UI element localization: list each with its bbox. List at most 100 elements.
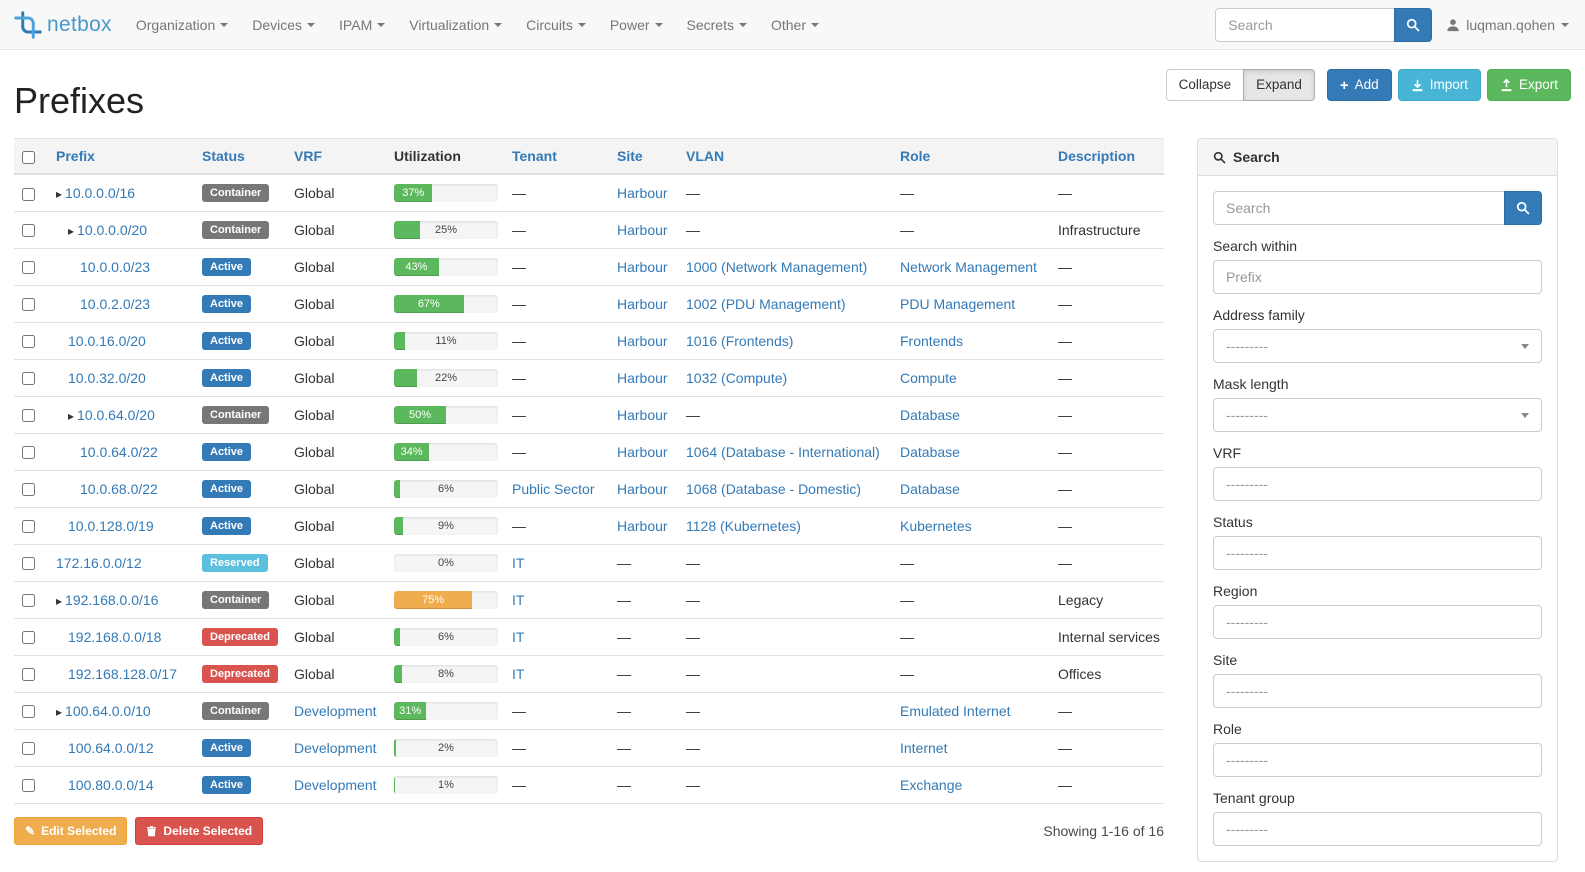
prefix-link[interactable]: 10.0.68.0/22 [80, 480, 158, 497]
site-link[interactable]: Harbour [617, 332, 668, 349]
import-button[interactable]: Import [1397, 69, 1481, 101]
filter-select[interactable]: --------- [1213, 812, 1542, 846]
role-link[interactable]: Emulated Internet [900, 702, 1011, 719]
site-link[interactable]: Harbour [617, 221, 668, 238]
prefix-link[interactable]: 10.0.128.0/19 [68, 517, 154, 534]
vlan-link[interactable]: 1064 (Database - International) [686, 443, 880, 460]
site-link[interactable]: Harbour [617, 480, 668, 497]
row-checkbox[interactable] [22, 335, 35, 349]
delete-selected-button[interactable]: Delete Selected [135, 816, 264, 845]
row-checkbox[interactable] [22, 409, 35, 423]
row-checkbox[interactable] [22, 742, 35, 756]
vlan-link[interactable]: 1000 (Network Management) [686, 258, 868, 275]
prefix-link[interactable]: 10.0.0.0/20 [77, 221, 148, 238]
role-link[interactable]: Exchange [900, 776, 963, 793]
filter-search-input[interactable] [1213, 191, 1505, 225]
site-link[interactable]: Harbour [617, 295, 668, 312]
prefix-link[interactable]: 10.0.64.0/22 [80, 443, 158, 460]
expand-button[interactable]: Expand [1243, 69, 1315, 101]
select-all-checkbox[interactable] [22, 150, 35, 164]
column-header-prefix[interactable]: Prefix [48, 138, 194, 175]
role-link[interactable]: PDU Management [900, 295, 1016, 312]
filter-select[interactable]: --------- [1213, 467, 1542, 501]
prefix-link[interactable]: 192.168.0.0/16 [65, 591, 159, 608]
filter-select[interactable]: --------- [1213, 398, 1542, 432]
row-checkbox[interactable] [22, 705, 35, 719]
nav-item-secrets[interactable]: Secrets [675, 2, 759, 48]
site-link[interactable]: Harbour [617, 443, 668, 460]
navbar-search-button[interactable] [1394, 7, 1433, 42]
filter-text-input[interactable] [1213, 260, 1542, 294]
row-checkbox[interactable] [22, 483, 35, 497]
row-checkbox[interactable] [22, 372, 35, 386]
nav-item-devices[interactable]: Devices [240, 2, 327, 48]
prefix-link[interactable]: 10.0.32.0/20 [68, 369, 146, 386]
vrf-link[interactable]: Development [294, 702, 377, 719]
tenant-link[interactable]: IT [512, 628, 525, 645]
collapse-button[interactable]: Collapse [1165, 69, 1245, 101]
role-link[interactable]: Kubernetes [900, 517, 972, 534]
vlan-link[interactable]: 1016 (Frontends) [686, 332, 794, 349]
prefix-link[interactable]: 10.0.64.0/20 [77, 406, 155, 423]
navbar-search-input[interactable] [1215, 7, 1396, 42]
nav-item-organization[interactable]: Organization [124, 2, 240, 48]
add-button[interactable]: + Add [1326, 69, 1392, 101]
site-link[interactable]: Harbour [617, 369, 668, 386]
prefix-link[interactable]: 192.168.128.0/17 [68, 665, 177, 682]
role-link[interactable]: Internet [900, 739, 948, 756]
prefix-link[interactable]: 10.0.2.0/23 [80, 295, 151, 312]
row-checkbox[interactable] [22, 668, 35, 682]
role-link[interactable]: Compute [900, 369, 957, 386]
nav-item-virtualization[interactable]: Virtualization [397, 2, 514, 48]
vlan-link[interactable]: 1068 (Database - Domestic) [686, 480, 862, 497]
role-link[interactable]: Database [900, 480, 960, 497]
role-link[interactable]: Network Management [900, 258, 1037, 275]
nav-item-ipam[interactable]: IPAM [327, 2, 397, 48]
row-checkbox[interactable] [22, 187, 35, 201]
site-link[interactable]: Harbour [617, 258, 668, 275]
expand-caret-icon[interactable]: ▸ [56, 704, 63, 719]
site-link[interactable]: Harbour [617, 517, 668, 534]
vlan-link[interactable]: 1032 (Compute) [686, 369, 788, 386]
nav-item-power[interactable]: Power [598, 2, 675, 48]
prefix-link[interactable]: 10.0.0.0/23 [80, 258, 151, 275]
row-checkbox[interactable] [22, 520, 35, 534]
prefix-link[interactable]: 10.0.0.0/16 [65, 184, 136, 201]
row-checkbox[interactable] [22, 557, 35, 571]
site-link[interactable]: Harbour [617, 406, 668, 423]
edit-selected-button[interactable]: ✎ Edit Selected [14, 816, 128, 845]
nav-item-circuits[interactable]: Circuits [514, 2, 598, 48]
tenant-link[interactable]: IT [512, 554, 525, 571]
prefix-link[interactable]: 10.0.16.0/20 [68, 332, 146, 349]
row-checkbox[interactable] [22, 446, 35, 460]
user-menu[interactable]: luqman.qohen [1446, 17, 1573, 33]
column-header-tenant[interactable]: Tenant [504, 138, 609, 175]
vlan-link[interactable]: 1128 (Kubernetes) [686, 517, 801, 534]
column-header-vlan[interactable]: VLAN [678, 138, 892, 175]
column-header-description[interactable]: Description [1050, 138, 1164, 175]
vrf-link[interactable]: Development [294, 739, 377, 756]
expand-caret-icon[interactable]: ▸ [56, 186, 63, 201]
row-checkbox[interactable] [22, 298, 35, 312]
row-checkbox[interactable] [22, 631, 35, 645]
column-header-role[interactable]: Role [892, 138, 1050, 175]
row-checkbox[interactable] [22, 779, 35, 793]
filter-select[interactable]: --------- [1213, 674, 1542, 708]
prefix-link[interactable]: 172.16.0.0/12 [56, 554, 142, 571]
filter-select[interactable]: --------- [1213, 536, 1542, 570]
filter-search-button[interactable] [1504, 191, 1542, 225]
filter-select[interactable]: --------- [1213, 743, 1542, 777]
row-checkbox[interactable] [22, 261, 35, 275]
role-link[interactable]: Database [900, 406, 960, 423]
column-header-status[interactable]: Status [194, 138, 286, 175]
vrf-link[interactable]: Development [294, 776, 377, 793]
filter-select[interactable]: --------- [1213, 605, 1542, 639]
filter-select[interactable]: --------- [1213, 329, 1542, 363]
tenant-link[interactable]: IT [512, 591, 525, 608]
export-button[interactable]: Export [1486, 69, 1571, 101]
role-link[interactable]: Frontends [900, 332, 964, 349]
vlan-link[interactable]: 1002 (PDU Management) [686, 295, 846, 312]
tenant-link[interactable]: IT [512, 665, 525, 682]
role-link[interactable]: Database [900, 443, 960, 460]
column-header-site[interactable]: Site [609, 138, 678, 175]
